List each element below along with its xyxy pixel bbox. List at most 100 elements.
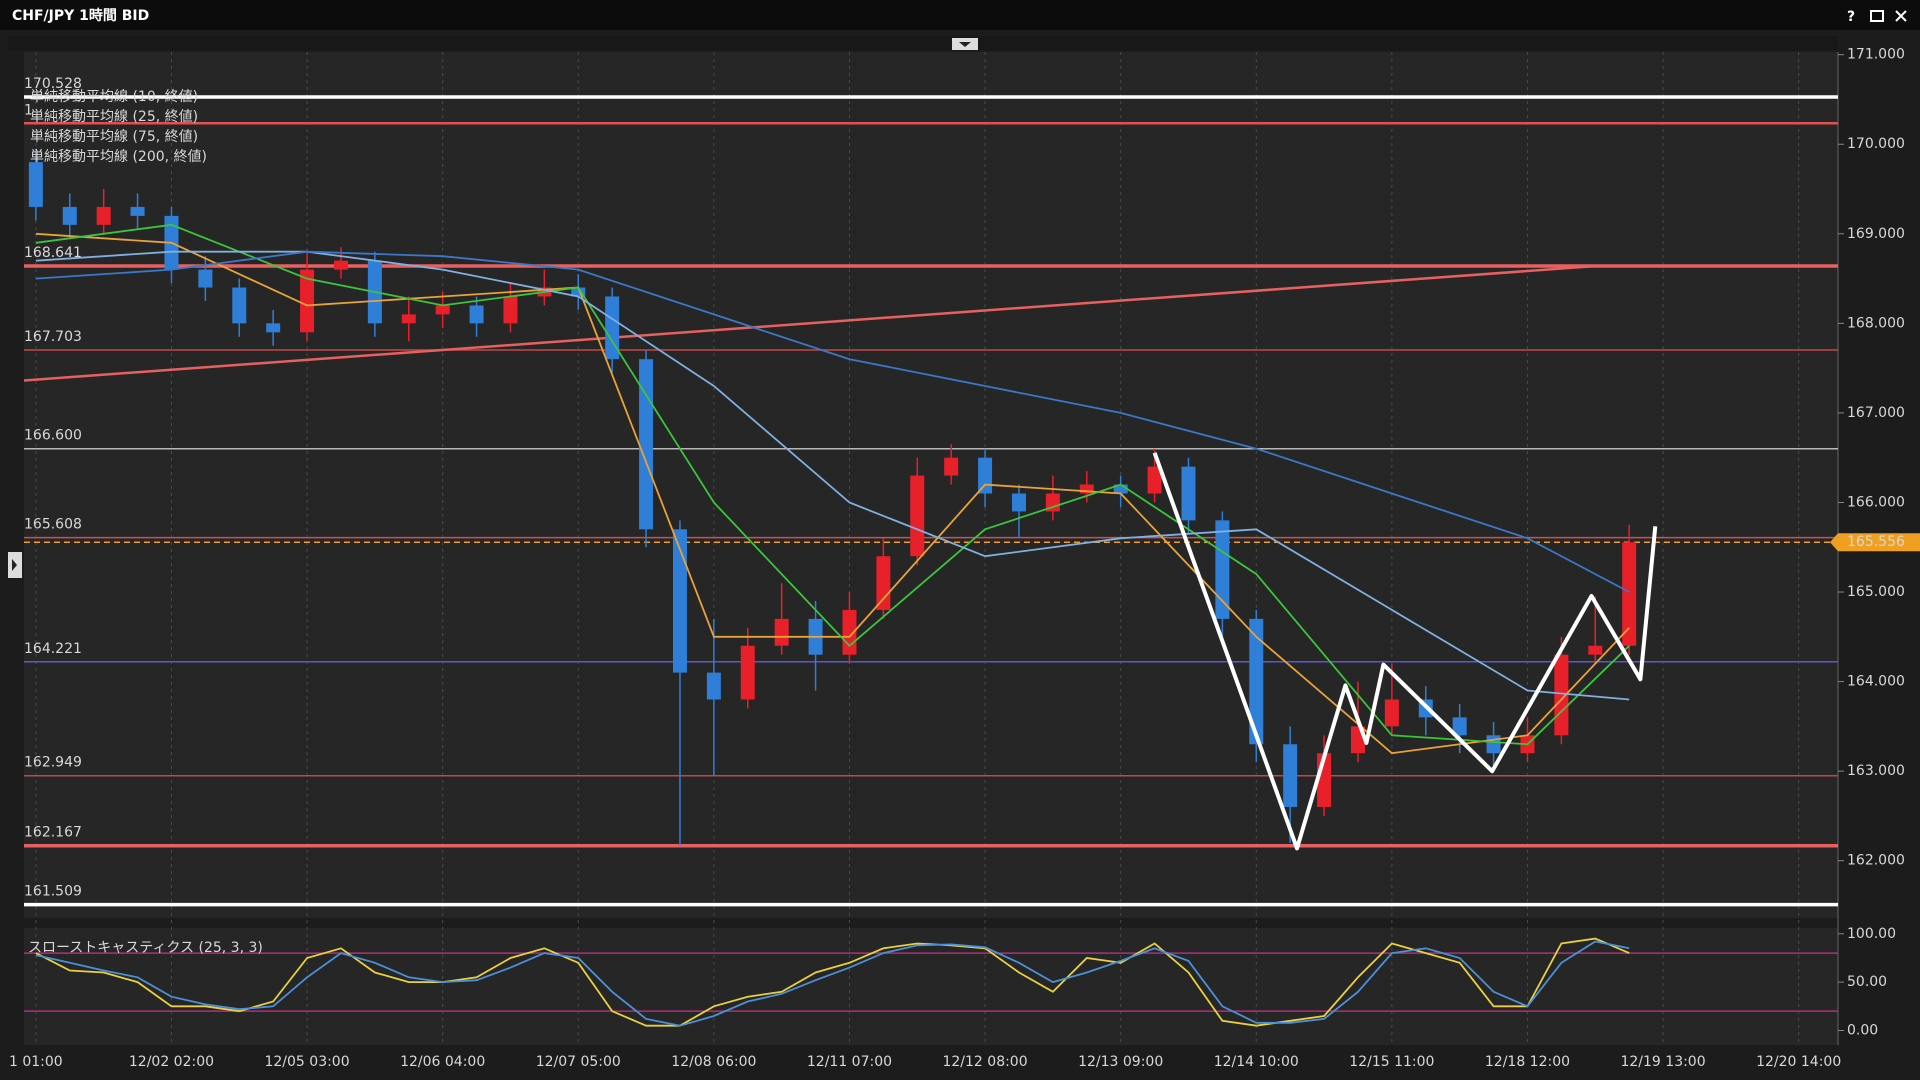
candle-body xyxy=(96,206,111,225)
y-tick-label: 165.000 xyxy=(1847,584,1905,600)
candle-body xyxy=(1588,645,1603,655)
x-tick-label: 12/14 10:00 xyxy=(1214,1054,1299,1070)
stochastic-panel xyxy=(24,928,1838,1045)
y-tick-label: 50.00 xyxy=(1847,974,1887,990)
window-title: CHF/JPY 1時間 BID xyxy=(12,7,149,24)
moving-average xyxy=(35,232,1630,755)
y-tick-label: 164.000 xyxy=(1847,674,1905,690)
level-label: 165.608 xyxy=(24,517,82,533)
candle-body xyxy=(1113,484,1128,494)
candle-body xyxy=(130,206,145,216)
legend-entry: 単純移動平均線 (75, 終値) xyxy=(30,129,198,145)
x-tick-label: 12/18 12:00 xyxy=(1485,1054,1570,1070)
x-tick-label: 12/02 02:00 xyxy=(129,1054,214,1070)
last-price-tag xyxy=(1830,533,1920,552)
title-bar xyxy=(0,0,1920,30)
y-tick-label: 163.000 xyxy=(1847,763,1905,779)
level-label: 167.703 xyxy=(24,329,82,345)
candle-body xyxy=(1486,735,1501,754)
level-label: 161.509 xyxy=(24,884,82,900)
level-label: 162.167 xyxy=(24,825,82,841)
candle-body xyxy=(605,296,620,360)
y-tick-label: 166.000 xyxy=(1847,494,1905,510)
candle-body xyxy=(435,305,450,315)
candle-body xyxy=(232,287,247,324)
candle-body xyxy=(1045,493,1060,512)
y-tick-label: 171.000 xyxy=(1847,47,1905,63)
x-tick-label: 12/06 04:00 xyxy=(400,1054,485,1070)
candle-body xyxy=(1147,466,1162,494)
candle-body xyxy=(28,162,43,207)
y-tick-label: 169.000 xyxy=(1847,226,1905,242)
candle-body xyxy=(1249,618,1264,745)
candle-body xyxy=(62,206,77,225)
y-tick-label: 0.00 xyxy=(1847,1022,1878,1038)
candle-body xyxy=(978,457,993,494)
candle-body xyxy=(944,457,959,476)
candle-body xyxy=(333,260,348,270)
y-tick-label: 162.000 xyxy=(1847,853,1905,869)
legend-entry: 単純移動平均線 (25, 終値) xyxy=(30,109,198,125)
candle-body xyxy=(300,269,315,333)
y-tick-label: 170.000 xyxy=(1847,136,1905,152)
candle-body xyxy=(571,287,586,297)
help-button[interactable]: ? xyxy=(1847,9,1855,25)
toolbar-strip xyxy=(8,36,1838,50)
zigzag xyxy=(1152,452,1658,851)
level-label: 1 xyxy=(24,102,33,118)
level-label: 170.528 xyxy=(24,76,82,92)
y-tick-label: 100.00 xyxy=(1847,926,1896,942)
y-tick-label: 168.000 xyxy=(1847,315,1905,331)
x-tick-label: 12/08 06:00 xyxy=(671,1054,756,1070)
y-tick-label: 167.000 xyxy=(1847,405,1905,421)
close-button[interactable] xyxy=(1895,10,1907,22)
candle-body xyxy=(401,314,416,324)
x-tick-label: 12/07 05:00 xyxy=(536,1054,621,1070)
level-label: 162.949 xyxy=(24,755,82,771)
candle-body xyxy=(469,305,484,324)
candle-body xyxy=(1622,542,1637,646)
x-tick-label: 12/11 07:00 xyxy=(807,1054,892,1070)
toggle-arrow xyxy=(959,42,971,47)
side-toggle-arrow xyxy=(12,559,17,571)
indicator-title: スローストキャスティクス (25, 3, 3) xyxy=(28,940,263,956)
candle-body xyxy=(1215,520,1230,619)
main-panel xyxy=(24,52,1838,918)
candle-body xyxy=(1181,466,1196,521)
level-label: 164.221 xyxy=(24,641,82,657)
x-tick-label: 12/19 13:00 xyxy=(1620,1054,1705,1070)
candle-body xyxy=(503,296,518,324)
level-label: 166.600 xyxy=(24,428,82,444)
x-tick-label: 1 01:00 xyxy=(9,1054,63,1070)
candle-body xyxy=(774,618,789,646)
x-tick-label: 12/05 03:00 xyxy=(264,1054,349,1070)
x-tick-label: 12/12 08:00 xyxy=(942,1054,1027,1070)
x-tick-label: 12/20 14:00 xyxy=(1756,1054,1841,1070)
candle-body xyxy=(266,323,281,333)
candle-body xyxy=(910,475,925,557)
last-price-label: 165.556 xyxy=(1847,534,1905,550)
candle-body xyxy=(1079,484,1094,494)
candle-body xyxy=(706,672,721,700)
candle-body xyxy=(876,556,891,610)
candle-body xyxy=(1452,717,1467,736)
stochastic-line xyxy=(35,940,1630,1027)
candle-body xyxy=(740,645,755,700)
level-label: 168.641 xyxy=(24,245,82,261)
trendline xyxy=(24,264,1598,382)
candle-body xyxy=(672,529,687,673)
stochastic-line xyxy=(35,937,1630,1027)
candle-body xyxy=(1283,744,1298,807)
candle-body xyxy=(639,359,654,530)
legend-entry: 単純移動平均線 (10, 終値) xyxy=(30,89,198,105)
x-tick-label: 12/13 09:00 xyxy=(1078,1054,1163,1070)
moving-average xyxy=(35,223,1630,746)
moving-average xyxy=(35,250,1630,593)
legend-entry: 単純移動平均線 (200, 終値) xyxy=(30,149,207,165)
candle-body xyxy=(198,269,213,288)
maximize-button[interactable] xyxy=(1870,10,1884,22)
x-tick-label: 12/15 11:00 xyxy=(1349,1054,1434,1070)
candle-body xyxy=(1384,699,1399,727)
candle-body xyxy=(1011,493,1026,512)
